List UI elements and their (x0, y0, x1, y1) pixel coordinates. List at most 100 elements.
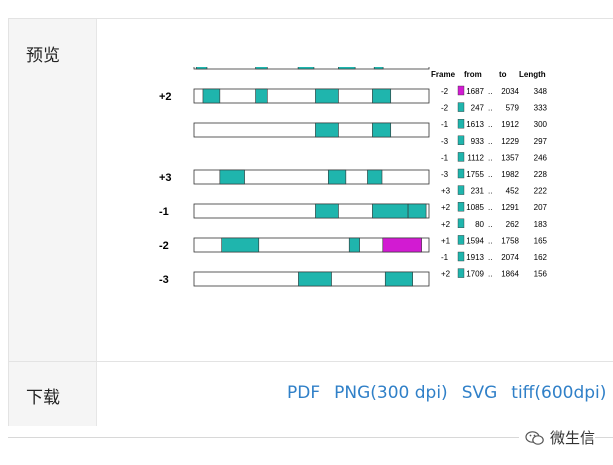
frame-label: -3 (159, 274, 169, 286)
orf-segment (382, 237, 422, 253)
row-swatch (457, 135, 465, 146)
row-swatch (457, 152, 465, 162)
row-length: 156 (534, 270, 548, 279)
row-frame: -3 (441, 137, 449, 146)
label-column (9, 19, 97, 426)
row-to: 1982 (501, 170, 519, 179)
watermark: 微生信 (518, 427, 595, 448)
orf-segment (202, 88, 221, 104)
orf-figure: +1 +2 +3 -1 -2 -3 Frame from to Length -2 1687.. 203… (159, 67, 548, 287)
row-from: 1112 (467, 153, 484, 162)
frame-bar (193, 122, 430, 138)
row-length: 297 (534, 137, 548, 146)
row-frame: -3 (441, 170, 449, 179)
row-dots: .. (488, 87, 492, 96)
frame-bar (193, 88, 430, 104)
row-to: 1229 (501, 137, 519, 146)
row-swatch (457, 235, 465, 245)
row-length: 246 (534, 153, 548, 162)
orf-segment (315, 203, 339, 219)
download-tiff-link[interactable]: tiff(600dpi) (511, 383, 607, 403)
row-length: 183 (534, 220, 548, 229)
frame-label: +2 (159, 91, 172, 103)
orf-segment (221, 237, 260, 253)
row-to: 262 (506, 220, 520, 229)
row-frame: +2 (441, 203, 451, 212)
row-dots: .. (488, 120, 492, 129)
frame-label: -2 (159, 240, 169, 252)
row-to: 1864 (501, 270, 519, 279)
orf-segment (384, 271, 413, 287)
download-pdf-link[interactable]: PDF (287, 383, 321, 403)
orf-segment (348, 237, 360, 253)
header-to: to (499, 70, 507, 79)
row-frame: +1 (441, 236, 451, 245)
row-from: 1913 (466, 253, 484, 262)
row-to: 1758 (501, 236, 519, 245)
row-to: 2074 (501, 253, 519, 262)
header-length: Length (519, 70, 546, 79)
row-dots: .. (488, 187, 492, 196)
row-frame: -1 (441, 120, 449, 129)
orf-segment (315, 88, 339, 104)
download-label: 下载 (26, 388, 60, 408)
row-length: 222 (534, 187, 548, 196)
download-png-link[interactable]: PNG(300 dpi) (334, 383, 448, 403)
orf-segment (255, 88, 268, 104)
frame-label: -1 (159, 206, 169, 218)
row-swatch (457, 218, 465, 229)
row-dots: .. (488, 253, 492, 262)
row-from: 1687 (466, 87, 484, 96)
row-from: 1594 (466, 236, 484, 245)
row-to: 1291 (501, 203, 519, 212)
row-length: 348 (534, 87, 548, 96)
row-to: 579 (506, 104, 520, 113)
row-from: 933 (471, 137, 485, 146)
row-length: 228 (534, 170, 548, 179)
row-swatch (457, 185, 465, 195)
row-dots: .. (488, 203, 492, 212)
row-dots: .. (488, 153, 492, 162)
header-from: from (464, 70, 482, 79)
row-dots: .. (488, 104, 492, 113)
orf-segment (195, 67, 208, 70)
watermark-text: 微生信 (549, 429, 595, 447)
row-from: 247 (471, 104, 485, 113)
frame-label: +3 (159, 172, 172, 184)
row-dots: .. (488, 220, 492, 229)
orf-segment (367, 169, 383, 185)
row-swatch (457, 102, 465, 112)
row-frame: -1 (441, 153, 449, 162)
orf-segment (297, 67, 315, 70)
wechat-icon (525, 430, 545, 446)
row-length: 300 (534, 120, 548, 129)
orf-segment (255, 67, 268, 70)
row-from: 1085 (466, 203, 484, 212)
row-dots: .. (488, 270, 492, 279)
row-frame: +2 (441, 270, 451, 279)
orf-segment (372, 122, 392, 138)
orf-segment (372, 88, 392, 104)
row-length: 165 (534, 236, 548, 245)
row-from: 80 (475, 220, 484, 229)
row-frame: -1 (441, 253, 449, 262)
bottom-divider (8, 437, 613, 438)
row-dots: .. (488, 137, 492, 146)
header-frame: Frame (431, 70, 456, 79)
row-to: 1357 (501, 153, 519, 162)
orf-segment (298, 271, 332, 287)
row-frame: -2 (441, 104, 449, 113)
orf-segment (219, 169, 245, 185)
orf-segment (407, 203, 427, 219)
orf-segment (327, 169, 347, 185)
row-length: 207 (534, 203, 548, 212)
row-from: 1709 (466, 270, 484, 279)
download-svg-link[interactable]: SVG (461, 383, 498, 403)
row-frame: +3 (441, 187, 451, 196)
row-divider (9, 361, 613, 362)
row-swatch (457, 201, 465, 212)
row-swatch (457, 251, 465, 262)
row-dots: .. (488, 236, 492, 245)
row-from: 1755 (466, 170, 484, 179)
orf-segment (372, 203, 409, 219)
